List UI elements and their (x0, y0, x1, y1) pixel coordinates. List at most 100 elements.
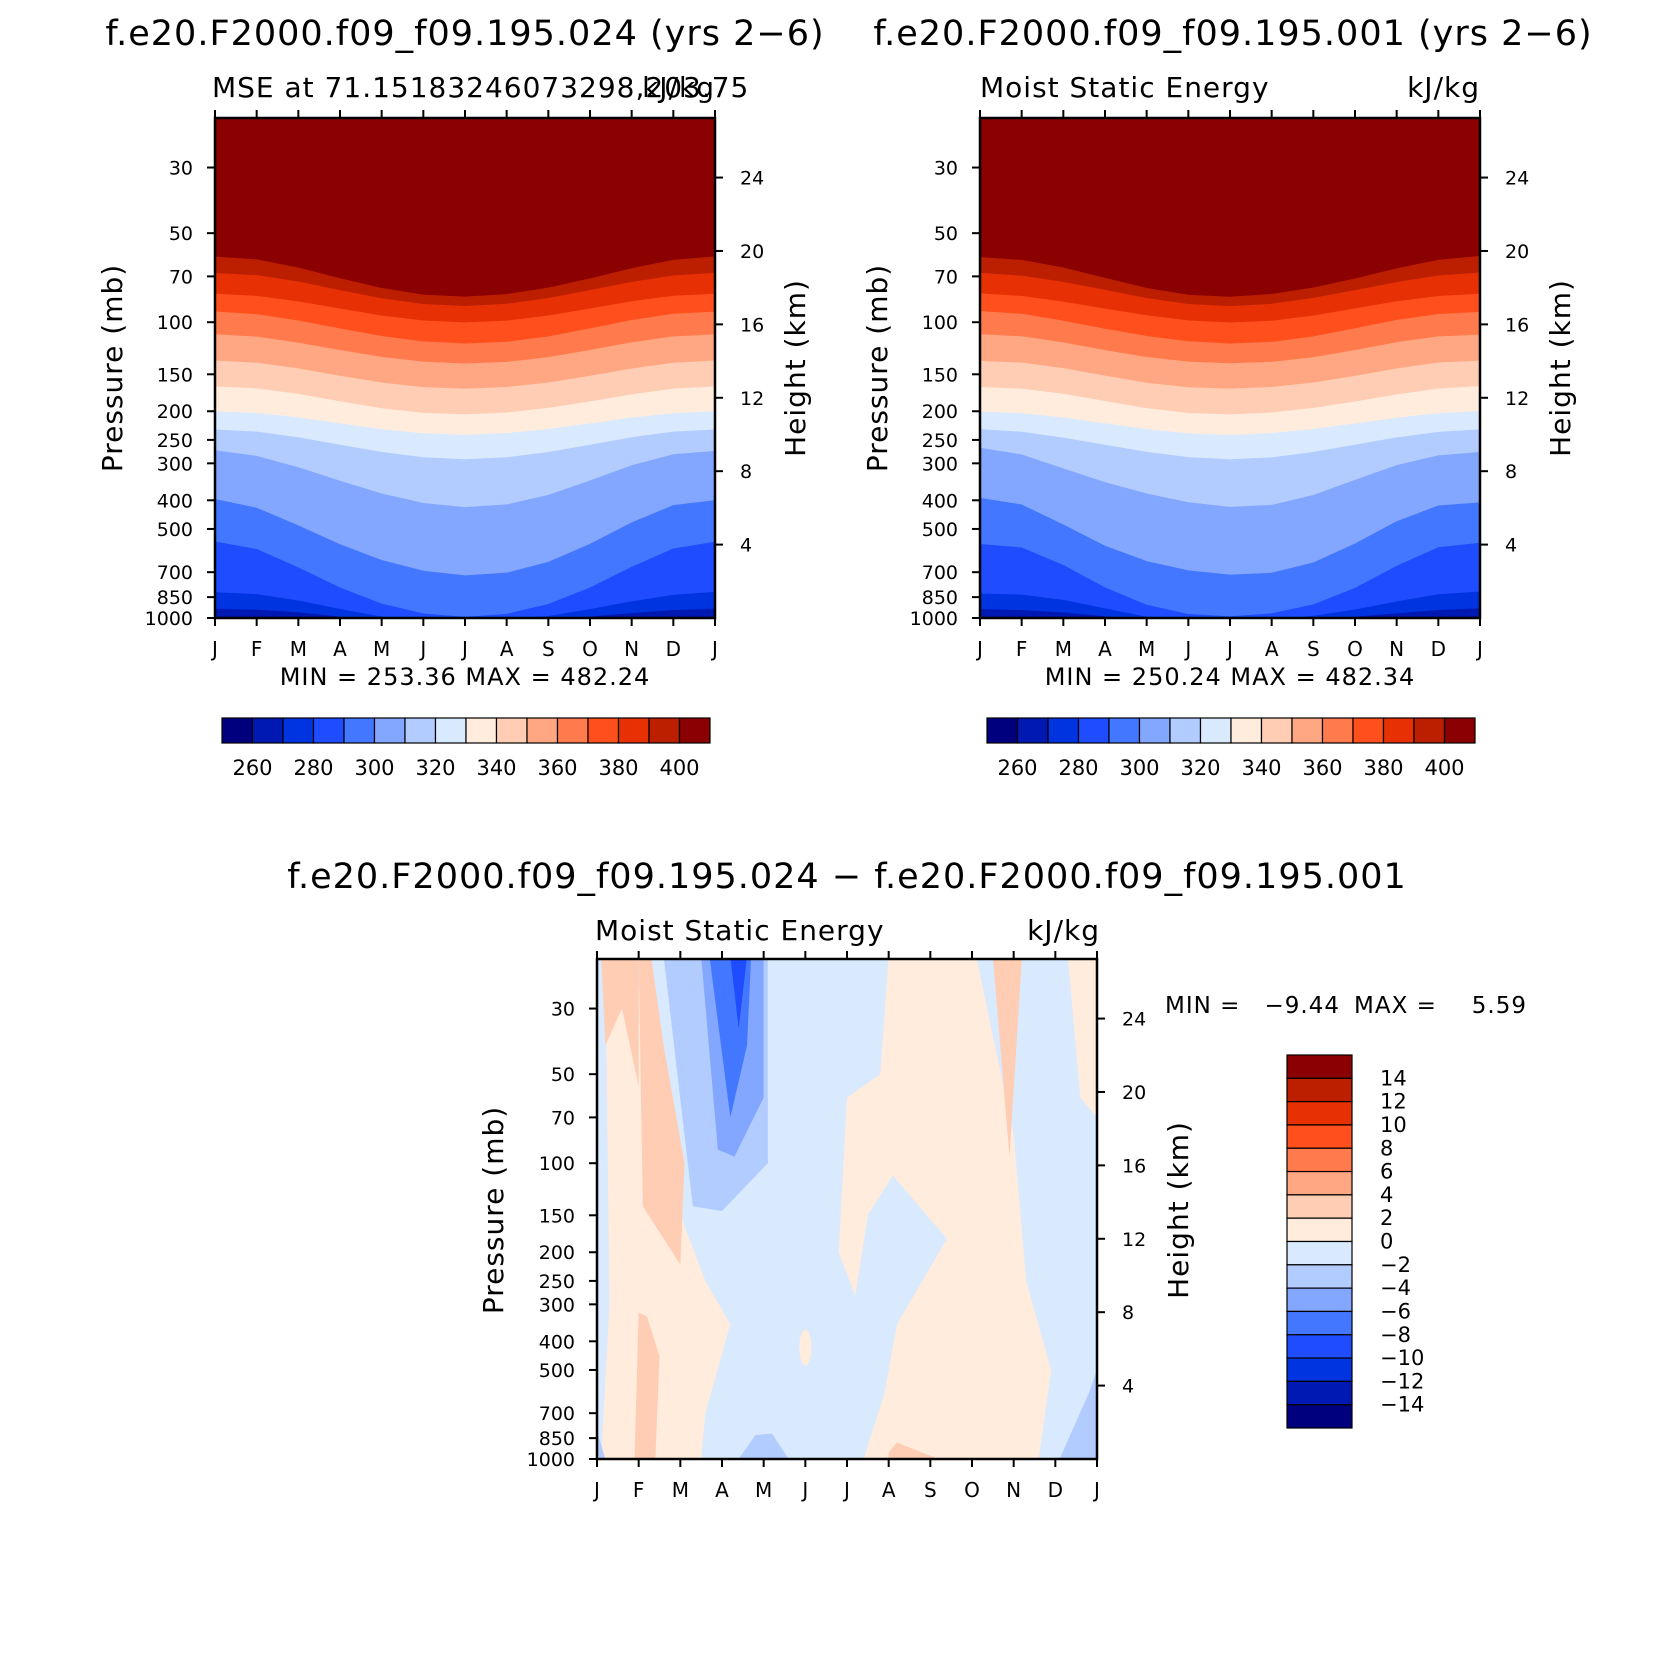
colorbar-swatch (1286, 1404, 1353, 1429)
x-tick-label: S (924, 1478, 937, 1502)
colorbar-swatch (1286, 1101, 1353, 1126)
y-tick-label: 50 (934, 223, 958, 245)
colorbar-swatch (1321, 717, 1354, 744)
x-tick-label: J (800, 1478, 808, 1502)
contour-band (634, 1312, 660, 1459)
y2-tick-label: 4 (1122, 1376, 1134, 1398)
contour-band (993, 959, 1022, 1157)
colorbar-swatch (251, 717, 284, 744)
colorbar-swatch (1286, 1217, 1353, 1243)
colorbar-swatch (1286, 1194, 1353, 1219)
y2-tick-label: 24 (1122, 1009, 1146, 1031)
colorbar-label: 340 (1241, 756, 1281, 780)
colorbar-swatch (1199, 717, 1232, 744)
x-tick-label: F (1016, 637, 1028, 661)
panel-b: f.e20.F2000.f09_f09.195.001 (yrs 2−6) Mo… (861, 14, 1592, 780)
y-tick-label: 150 (157, 364, 193, 386)
x-tick-label: J (1225, 637, 1233, 661)
panel-c: f.e20.F2000.f09_f09.195.024 − f.e20.F200… (287, 857, 1526, 1502)
colorbar-swatch (1077, 717, 1110, 744)
colorbar-label: −8 (1380, 1323, 1411, 1347)
panel-b-y2label: Height (km) (1544, 279, 1577, 457)
y-tick-label: 30 (934, 158, 958, 180)
y-tick-label: 100 (922, 312, 958, 334)
colorbar-swatch (373, 717, 406, 744)
colorbar-swatch (1286, 1357, 1353, 1382)
contour-band (980, 591, 1480, 618)
colorbar-label: 4 (1380, 1183, 1393, 1207)
x-tick-label: N (1389, 637, 1404, 661)
x-tick-label: M (755, 1478, 772, 1502)
colorbar-swatch (312, 717, 345, 744)
panel-a-y2label: Height (km) (779, 279, 812, 457)
colorbar-swatch (526, 717, 559, 744)
y-tick-label: 30 (169, 158, 193, 180)
y-tick-label: 250 (922, 430, 958, 452)
y2-tick-label: 8 (740, 461, 752, 483)
y2-tick-label: 24 (740, 168, 764, 190)
colorbar-label: −2 (1380, 1253, 1411, 1277)
panel-a-title: f.e20.F2000.f09_f09.195.024 (yrs 2−6) (105, 14, 824, 54)
y-tick-label: 200 (922, 401, 958, 423)
colorbar-label: 260 (232, 756, 272, 780)
contour-band (1059, 1369, 1097, 1459)
colorbar-label: −12 (1380, 1369, 1424, 1393)
colorbar-label: 380 (1363, 756, 1403, 780)
y2-tick-label: 12 (1505, 388, 1529, 410)
panel-c-left-string: Moist Static Energy (595, 914, 885, 947)
y2-tick-label: 4 (1505, 535, 1517, 557)
colorbar-swatch (1286, 1264, 1353, 1289)
y-tick-label: 400 (539, 1331, 575, 1353)
colorbar-swatch (465, 717, 498, 744)
x-tick-label: A (1265, 637, 1279, 661)
y2-tick-label: 24 (1505, 168, 1529, 190)
colorbar-swatch (1286, 1334, 1353, 1359)
panel-b-title: f.e20.F2000.f09_f09.195.001 (yrs 2−6) (873, 14, 1592, 54)
colorbar-label: 280 (293, 756, 333, 780)
contour-band (730, 959, 747, 1029)
colorbar-swatch (1443, 717, 1476, 744)
x-tick-label: D (1048, 1478, 1063, 1502)
x-tick-label: A (1098, 637, 1112, 661)
colorbar-label: 340 (476, 756, 516, 780)
y-tick-label: 30 (551, 999, 575, 1021)
panel-b-colorbar: 260 280 300 320 340 360 380 400 (986, 717, 1476, 780)
colorbar-swatch (1286, 1240, 1353, 1266)
x-tick-label: J (592, 1478, 600, 1502)
y-tick-label: 1000 (145, 608, 193, 630)
y-tick-label: 150 (922, 364, 958, 386)
y-tick-label: 400 (922, 490, 958, 512)
y-tick-label: 70 (169, 266, 193, 288)
x-tick-label: J (710, 637, 718, 661)
colorbar-swatch (404, 717, 437, 744)
contour-band (601, 959, 639, 1087)
y-tick-label: 1000 (527, 1449, 575, 1471)
colorbar-label: 320 (1180, 756, 1220, 780)
panel-c-max-label: MAX = (1354, 993, 1437, 1019)
x-tick-label: O (582, 637, 598, 661)
colorbar-label: −14 (1380, 1393, 1424, 1417)
y-tick-label: 70 (934, 266, 958, 288)
colorbar-swatch (343, 717, 376, 744)
colorbar-label: 14 (1380, 1066, 1407, 1090)
colorbar-label: 2 (1380, 1206, 1393, 1230)
colorbar-label: −10 (1380, 1346, 1424, 1370)
colorbar-swatch (1169, 717, 1202, 744)
panel-a-left-string: MSE at 71.15183246073298,203.75 (212, 71, 749, 104)
x-tick-label: M (290, 637, 307, 661)
y-tick-label: 70 (551, 1107, 575, 1129)
x-tick-label: O (1347, 637, 1363, 661)
colorbar-swatch (648, 717, 681, 744)
colorbar-swatch (1286, 1077, 1353, 1103)
contour-band (799, 1329, 812, 1366)
colorbar-label: 12 (1380, 1090, 1407, 1114)
colorbar-swatch (221, 717, 254, 744)
y-tick-label: 850 (922, 587, 958, 609)
y2-tick-label: 8 (1122, 1302, 1134, 1324)
colorbar-swatch (1286, 1310, 1353, 1336)
x-tick-label: A (500, 637, 514, 661)
colorbar-swatch (282, 717, 315, 744)
x-tick-label: J (460, 637, 468, 661)
